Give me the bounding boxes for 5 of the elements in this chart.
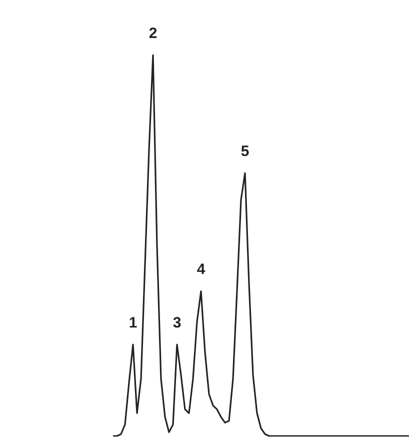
annotation: 1 (128, 314, 138, 332)
annotation: 4 (196, 261, 206, 278)
text: 2 (148, 25, 158, 42)
annotation: 5 (240, 143, 250, 160)
annotation: 3 (172, 314, 182, 332)
